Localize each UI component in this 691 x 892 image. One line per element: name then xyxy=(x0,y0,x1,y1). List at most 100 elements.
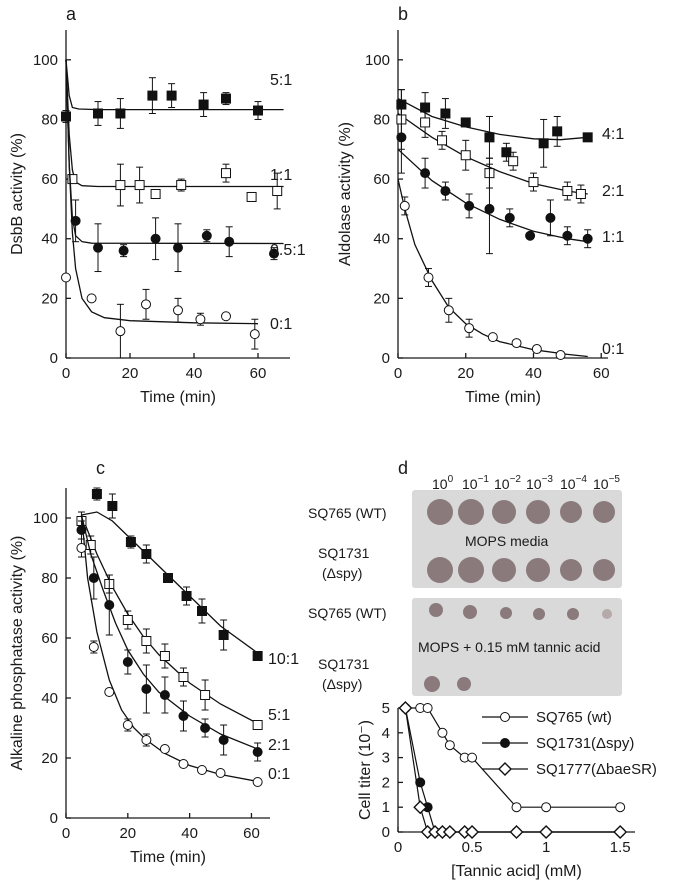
data-point xyxy=(252,720,263,730)
data-point xyxy=(115,326,126,337)
x-tick-label: 20 xyxy=(457,365,474,382)
data-point xyxy=(195,314,206,325)
data-point xyxy=(88,642,99,652)
data-point xyxy=(197,606,207,616)
chart-alkaline-phosphatase-activity: 0 20 40 60 80 100 0 20 40 60 Time (min) Alkaline ph… xyxy=(9,487,299,866)
y-axis-label: DsbB activity (%) xyxy=(9,133,26,255)
plate-mops-row-wt xyxy=(427,499,615,525)
data-point xyxy=(93,108,103,119)
data-point xyxy=(509,825,524,839)
data-point xyxy=(249,329,260,340)
y-tick-label: 0 xyxy=(50,350,58,367)
y-tick-label: 80 xyxy=(41,111,58,128)
data-point xyxy=(615,802,626,813)
data-point xyxy=(163,573,173,583)
x-tick-label: 60 xyxy=(250,365,267,382)
chart-cell-titer: 0 1 2 3 4 5 0 0.5 1 1.5 [Tannic acid] (mM) Cell tit… xyxy=(357,700,657,880)
data-point xyxy=(484,203,495,214)
series-label: 2:1 xyxy=(602,183,624,200)
data-point xyxy=(218,735,229,745)
y-tick-label: 60 xyxy=(41,171,58,188)
strain-label-row4-line2: (Δspy) xyxy=(322,676,362,692)
data-point xyxy=(413,800,428,815)
y-tick-label: 40 xyxy=(41,690,58,707)
dilution-label-3: 10−3 xyxy=(526,474,553,492)
x-tick-label: 40 xyxy=(186,365,203,382)
data-point xyxy=(252,651,263,661)
data-point xyxy=(555,350,566,361)
y-tick-label: 1 xyxy=(382,799,390,816)
strain-label-row1: SQ765 (WT) xyxy=(308,505,387,521)
series-2-1: 2:1 xyxy=(396,89,624,204)
series-label: 0:1 xyxy=(268,766,290,783)
data-point xyxy=(443,305,454,316)
data-point xyxy=(552,126,563,137)
data-point xyxy=(134,180,145,191)
data-point xyxy=(538,138,549,149)
data-point xyxy=(562,186,573,197)
data-point xyxy=(178,672,189,682)
data-point xyxy=(200,690,211,700)
data-point xyxy=(178,759,189,769)
data-point xyxy=(91,489,102,499)
dilution-label-4: 10−4 xyxy=(560,474,587,492)
data-point xyxy=(181,591,192,601)
x-tick-label: 0 xyxy=(62,825,70,842)
data-point xyxy=(178,711,189,721)
series-label: 5:1 xyxy=(270,72,292,89)
fit-curve xyxy=(65,59,284,111)
data-point xyxy=(396,132,407,143)
data-point xyxy=(61,111,71,122)
x-tick-label: 1 xyxy=(542,839,550,856)
data-point xyxy=(118,245,129,256)
fit-curve xyxy=(65,59,259,325)
y-tick-label: 0 xyxy=(382,350,390,367)
x-tick-label: 1.5 xyxy=(610,839,631,856)
series-10-1: 10:1 xyxy=(81,487,299,668)
series-0-1: 0:1 xyxy=(397,178,624,361)
y-tick-label: 20 xyxy=(41,750,58,767)
series-label: 0:1 xyxy=(270,316,292,333)
series-0-1: 0:1 xyxy=(76,514,290,787)
data-point xyxy=(501,147,512,158)
data-point xyxy=(107,501,118,511)
y-tick-label: 100 xyxy=(33,510,58,527)
data-point xyxy=(221,311,231,322)
data-point xyxy=(399,200,410,211)
series-sq1777-baesr xyxy=(398,701,628,839)
y-tick-label: 0 xyxy=(382,824,390,841)
data-point xyxy=(61,272,71,283)
data-point xyxy=(176,180,187,191)
data-point xyxy=(487,332,498,343)
data-point xyxy=(531,344,542,355)
series-0-1: 0:1 xyxy=(61,59,292,359)
x-axis-label: Time (min) xyxy=(140,389,216,406)
y-tick-label: 100 xyxy=(365,52,390,69)
series-label: 0.5:1 xyxy=(270,242,306,259)
data-point xyxy=(582,233,593,244)
y-tick-label: 5 xyxy=(382,700,390,717)
data-point xyxy=(141,549,152,559)
y-tick-label: 40 xyxy=(41,231,58,248)
strain-label-row3: SQ765 (WT) xyxy=(308,605,387,621)
plate-tannic-row-wt xyxy=(429,603,612,620)
legend-label: SQ1731(Δspy) xyxy=(536,735,634,752)
data-point xyxy=(147,90,158,101)
data-point xyxy=(224,236,235,247)
x-axis-label: [Tannic acid] (mM) xyxy=(451,863,582,880)
series-label: 1:1 xyxy=(270,167,292,184)
data-point xyxy=(159,744,170,754)
series-sq765-wt xyxy=(400,703,626,813)
data-point xyxy=(504,212,515,223)
data-point xyxy=(115,180,126,191)
data-point xyxy=(246,191,257,202)
series-label: 4:1 xyxy=(602,126,624,143)
y-tick-label: 4 xyxy=(382,725,390,742)
plate-tannic-row-dspy xyxy=(424,676,471,692)
y-tick-label: 80 xyxy=(41,570,58,587)
data-point xyxy=(437,135,448,146)
series-label: 5:1 xyxy=(268,707,290,724)
data-point xyxy=(141,735,152,745)
data-point xyxy=(539,825,554,839)
